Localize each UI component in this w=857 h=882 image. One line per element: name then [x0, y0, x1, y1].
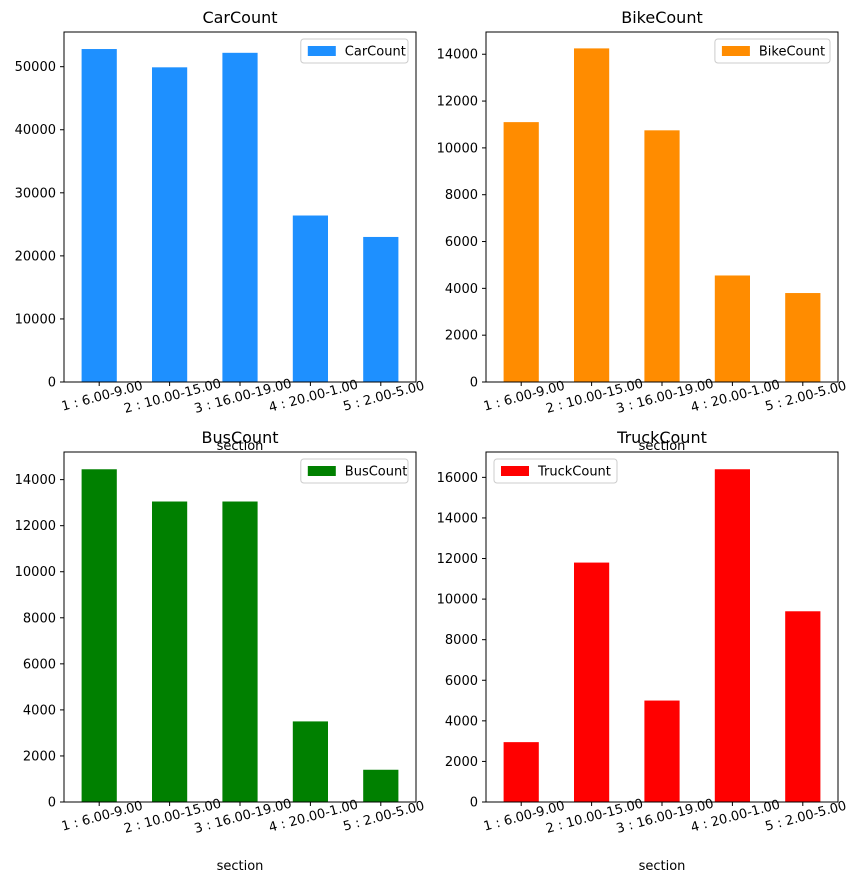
y-tick-label: 0 — [470, 796, 478, 811]
legend: BusCount — [300, 458, 409, 484]
y-tick-label: 8000 — [23, 611, 56, 626]
legend-box — [300, 458, 409, 484]
y-tick-label: 14000 — [437, 48, 478, 63]
bar — [222, 501, 258, 802]
legend-box — [300, 38, 409, 64]
legend: BikeCount — [714, 38, 831, 64]
chart-title: CarCount — [202, 8, 277, 27]
y-tick-label: 40000 — [15, 123, 56, 138]
bar — [574, 562, 610, 802]
legend-label: CarCount — [345, 45, 406, 60]
legend-swatch — [307, 46, 336, 56]
bar — [714, 469, 750, 802]
subplot-truckcount: TruckCount 0 2000 4000 6000 8000 10000 12000 140… — [437, 428, 849, 874]
chart-title: TruckCount — [616, 428, 707, 447]
y-tick-label: 2000 — [23, 749, 56, 764]
legend-box — [714, 38, 831, 64]
legend-swatch — [501, 466, 529, 476]
y-tick-label: 16000 — [437, 471, 478, 486]
bar — [785, 611, 821, 802]
bar — [644, 700, 680, 802]
y-tick-label: 12000 — [437, 95, 478, 110]
bar — [574, 48, 610, 382]
x-axis-label: section — [639, 439, 686, 454]
legend-swatch — [307, 466, 336, 476]
bar — [503, 742, 539, 802]
y-tick-label: 10000 — [437, 141, 478, 156]
bar — [152, 67, 188, 382]
bar — [503, 122, 539, 382]
y-tick-label: 8000 — [445, 188, 478, 203]
x-axis-label: section — [217, 439, 264, 454]
bar — [292, 215, 328, 382]
bar — [81, 49, 117, 382]
legend-label: BikeCount — [759, 45, 825, 60]
bar — [363, 769, 399, 802]
y-tick-label: 14000 — [15, 473, 56, 488]
y-tick-label: 8000 — [445, 633, 478, 648]
bar — [714, 275, 750, 382]
y-tick-label: 0 — [470, 376, 478, 391]
y-tick-label: 10000 — [437, 593, 478, 608]
legend-label: BusCount — [345, 465, 408, 480]
y-tick-label: 14000 — [437, 511, 478, 526]
y-tick-label: 50000 — [15, 60, 56, 75]
legend-swatch — [721, 46, 750, 56]
y-tick-label: 4000 — [445, 282, 478, 297]
y-tick-label: 10000 — [15, 312, 56, 327]
y-tick-label: 30000 — [15, 186, 56, 201]
bar — [785, 293, 821, 382]
y-tick-label: 2000 — [445, 755, 478, 770]
legend: CarCount — [300, 38, 409, 64]
legend-label: TruckCount — [537, 465, 611, 480]
x-axis-label: section — [639, 859, 686, 874]
y-tick-label: 6000 — [445, 674, 478, 689]
subplot-bikecount: BikeCount 0 2000 4000 6000 8000 10000 12000 1400… — [437, 8, 849, 454]
y-tick-label: 4000 — [445, 714, 478, 729]
legend: TruckCount — [493, 458, 618, 484]
y-tick-label: 4000 — [23, 703, 56, 718]
bar — [152, 501, 188, 802]
x-axis-label: section — [217, 859, 264, 874]
y-tick-label: 6000 — [23, 657, 56, 672]
legend-box — [493, 458, 618, 484]
y-tick-label: 20000 — [15, 249, 56, 264]
y-tick-label: 12000 — [437, 552, 478, 567]
y-tick-label: 10000 — [15, 565, 56, 580]
chart-title: BusCount — [202, 428, 279, 447]
bar — [363, 236, 399, 382]
bar — [81, 469, 117, 802]
bar — [292, 721, 328, 802]
chart-title: BikeCount — [621, 8, 702, 27]
y-tick-label: 6000 — [445, 235, 478, 250]
bar — [222, 52, 258, 383]
y-tick-label: 12000 — [15, 519, 56, 534]
bar — [644, 130, 680, 382]
subplot-buscount: BusCount 0 2000 4000 6000 8000 10000 12000 14000… — [15, 428, 427, 874]
y-tick-label: 0 — [48, 376, 56, 391]
y-tick-label: 0 — [48, 796, 56, 811]
y-tick-label: 2000 — [445, 329, 478, 344]
